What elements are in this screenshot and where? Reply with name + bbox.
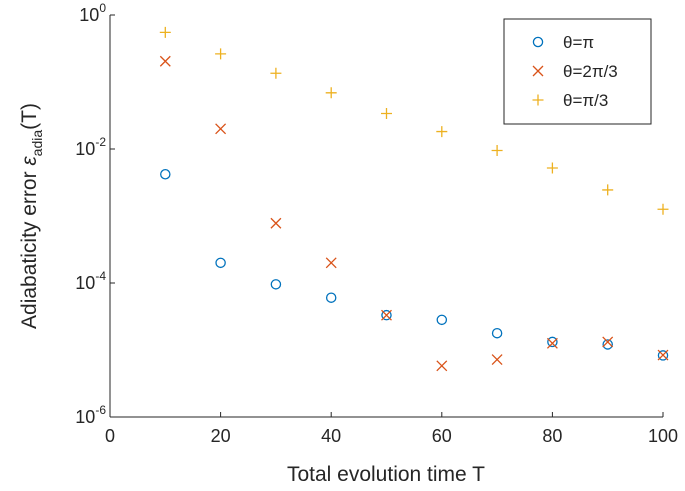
data-point xyxy=(270,279,282,290)
data-point xyxy=(491,327,503,339)
y-tick-exponent: -4 xyxy=(95,269,106,283)
y-tick-exponent: -6 xyxy=(95,403,106,417)
y-axis-label-suffix: (T) xyxy=(18,103,41,130)
data-point xyxy=(657,350,669,361)
data-point xyxy=(436,360,448,372)
x-tick-label: 0 xyxy=(105,426,115,446)
data-point xyxy=(547,336,558,348)
data-point xyxy=(602,339,613,350)
data-point xyxy=(325,292,337,303)
data-point xyxy=(381,309,392,321)
data-point xyxy=(491,354,503,366)
data-point xyxy=(325,87,337,99)
data-point xyxy=(546,337,558,349)
axes xyxy=(109,15,663,418)
plot-area xyxy=(159,26,669,372)
series-2 xyxy=(159,55,669,372)
y-axis-label-subscript: adia xyxy=(29,130,45,157)
data-point xyxy=(436,126,448,138)
y-tick-exponent: 0 xyxy=(99,1,106,15)
data-point xyxy=(381,309,392,321)
y-tick-base: 10 xyxy=(75,273,95,293)
data-point xyxy=(602,184,614,196)
y-tick-base: 10 xyxy=(75,139,95,159)
y-tick-label: 10-6 xyxy=(75,403,106,427)
y-axis-label: Adiabaticity error εadia(T) xyxy=(18,103,45,329)
y-tick-label: 10-2 xyxy=(75,135,106,159)
y-tick-label: 100 xyxy=(79,1,106,25)
data-point xyxy=(159,55,171,67)
legend-label: θ=π/3 xyxy=(563,91,608,110)
x-axis-label: Total evolution time T xyxy=(287,463,485,486)
y-axis-label-symbol: ε xyxy=(18,156,41,166)
y-tick-exponent: -2 xyxy=(95,135,106,149)
y-tick-base: 10 xyxy=(75,407,95,427)
data-point xyxy=(325,257,337,269)
legend-marker xyxy=(532,94,544,106)
data-point xyxy=(657,203,669,215)
data-point xyxy=(159,26,171,38)
x-tick-label: 40 xyxy=(321,426,341,446)
data-point xyxy=(436,314,448,326)
y-tick-label: 10-4 xyxy=(75,269,106,293)
legend: θ=π θ=2π/3 θ=π/3 xyxy=(503,18,652,125)
data-point xyxy=(215,123,227,135)
x-tick-label: 100 xyxy=(648,426,678,446)
legend-marker xyxy=(532,65,544,77)
x-tick-label: 60 xyxy=(432,426,452,446)
x-tick-label: 20 xyxy=(211,426,231,446)
x-tick-label: 80 xyxy=(542,426,562,446)
legend-box xyxy=(503,18,652,125)
data-point xyxy=(270,217,282,229)
data-point xyxy=(381,107,392,119)
y-axis-label-prefix: Adiabaticity error xyxy=(18,166,41,329)
data-point xyxy=(270,67,282,79)
data-point xyxy=(602,336,614,348)
data-point xyxy=(657,349,669,361)
data-point xyxy=(160,168,171,180)
legend-label: θ=π xyxy=(563,33,594,52)
data-point xyxy=(215,257,226,269)
x-ticks: 0 20 40 60 80 100 xyxy=(105,412,678,446)
data-point xyxy=(491,144,503,156)
series-3 xyxy=(159,26,669,215)
data-point xyxy=(215,48,227,60)
legend-marker xyxy=(532,36,544,48)
y-tick-base: 10 xyxy=(79,5,99,25)
legend-label: θ=2π/3 xyxy=(563,62,618,81)
series-1 xyxy=(160,168,669,361)
data-point xyxy=(546,162,558,174)
